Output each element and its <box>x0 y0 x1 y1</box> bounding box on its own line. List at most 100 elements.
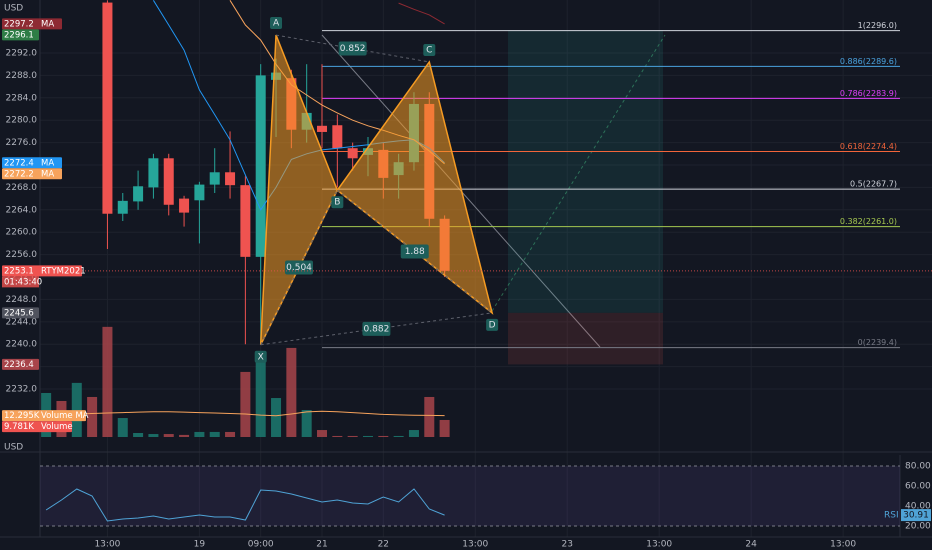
currency: USD <box>4 4 23 14</box>
ratio-label: 0.504 <box>286 263 312 273</box>
fib-label: 0.618(2274.4) <box>840 142 897 151</box>
candle-body <box>163 158 174 205</box>
volume-bar <box>163 434 174 437</box>
price-tag-text: 2297.2 <box>4 19 34 29</box>
rsi-line <box>45 488 445 522</box>
volume-bar <box>240 371 251 437</box>
x-tick-label: 13:00 <box>462 540 488 550</box>
price-tag-text: Volume MA <box>41 411 89 421</box>
candle-body <box>133 186 144 202</box>
volume-bar <box>271 398 282 437</box>
volume-bar <box>362 435 373 437</box>
countdown-tag <box>2 276 39 288</box>
candle-body <box>240 185 251 257</box>
y-tick-label: 2260.0 <box>6 228 38 238</box>
axis-labels: 2232.02236.02240.02244.02248.02252.02256… <box>2 18 89 433</box>
point-box <box>331 196 344 209</box>
candle-body <box>209 172 220 185</box>
candle-body <box>317 125 328 132</box>
volume-bar <box>317 430 328 437</box>
rsi-tick-label: 20.00 <box>905 522 931 532</box>
price-tag <box>2 168 62 180</box>
price-tag <box>2 29 39 41</box>
price-tag-text: MA <box>41 19 54 29</box>
y-tick-label: 2248.0 <box>6 295 38 305</box>
fib-label: 1(2296.0) <box>858 21 897 30</box>
stop-zone <box>508 312 663 365</box>
volume-bar <box>393 435 404 437</box>
y-tick-label: 2232.0 <box>6 385 38 395</box>
candle-body <box>194 184 205 201</box>
point-box <box>423 43 436 56</box>
volume-ma-line <box>46 410 445 417</box>
candle-body <box>255 75 266 257</box>
price-tag-text: MA <box>41 169 54 179</box>
volume-bar <box>209 431 220 437</box>
point-label: D <box>489 320 496 330</box>
x-tick-label: 13:00 <box>94 540 120 550</box>
price-tag <box>2 18 62 30</box>
point-label: C <box>426 45 432 55</box>
price-tag-text: 2296.1 <box>4 30 34 40</box>
y-tick-label: 2276.0 <box>6 138 38 148</box>
y-tick-label: 2268.0 <box>6 183 38 193</box>
y-tick-label: 2280.0 <box>6 116 38 126</box>
ratio-label: 0.852 <box>340 44 366 54</box>
price-tag <box>2 157 62 169</box>
rsi-band <box>40 466 900 526</box>
volume-bar <box>286 347 297 437</box>
ratio-box <box>400 244 429 259</box>
ratio-label: 0.882 <box>364 324 390 334</box>
candle-body <box>225 172 236 186</box>
countdown-text: 01:43:40 <box>4 277 42 287</box>
point-label: A <box>273 19 280 29</box>
rsi-tick-label: 80.00 <box>905 462 931 472</box>
volume-bar <box>424 396 435 437</box>
volume-bar <box>194 431 205 437</box>
y-tick-label: 2292.0 <box>6 48 38 58</box>
rsi-value: 30.91 <box>903 511 929 521</box>
price-pane: 1(2296.0) 0.886(2289.6) 0.786(2283.9) 0.618… <box>40 0 932 437</box>
x-tick-label: 13:00 <box>646 540 672 550</box>
volume-bar <box>87 396 98 437</box>
fib-label: 0.382(2261.0) <box>840 217 897 226</box>
candle-body <box>148 158 159 188</box>
fib-label: 0.786(2283.9) <box>840 89 897 98</box>
price-tag <box>2 265 82 277</box>
volume-bar <box>117 418 128 437</box>
candle-body <box>117 200 128 214</box>
price-tag-text: RTYM2021 <box>41 266 86 276</box>
price-tag-text: 2253.1 <box>4 266 34 276</box>
rsi-value-box <box>901 509 931 522</box>
x-tick-label: 19 <box>194 540 206 550</box>
candle-body <box>179 198 190 213</box>
ma-line <box>398 2 445 25</box>
rsi-name: RSI <box>884 511 899 521</box>
point-label: X <box>258 352 264 362</box>
fib-label: 0.5(2267.7) <box>850 180 897 189</box>
x-tick-label: 24 <box>745 540 757 550</box>
rsi-tick-label: 40.00 <box>905 502 931 512</box>
y-tick-label: 2284.0 <box>6 93 38 103</box>
volume-bar <box>378 435 389 437</box>
y-tick-label: 2240.0 <box>6 340 38 350</box>
x-tick-label: 22 <box>378 540 389 550</box>
price-tag-text: Volume <box>41 422 73 432</box>
volume-bar <box>71 382 82 437</box>
candle-body <box>347 148 358 159</box>
x-tick-label: 23 <box>562 540 573 550</box>
x-tick-label: 21 <box>316 540 327 550</box>
volume-bar <box>179 434 190 437</box>
point-box <box>254 350 267 363</box>
price-tag-text: 12.295K <box>4 411 40 421</box>
point-box <box>270 17 283 30</box>
y-tick-label: 2288.0 <box>6 71 38 81</box>
price-tag <box>2 358 39 370</box>
volume-bar <box>332 435 343 437</box>
x-tick-label: 13:00 <box>830 540 856 550</box>
price-tag-text: 2272.2 <box>4 169 34 179</box>
fib-label: 0.886(2289.6) <box>840 57 897 66</box>
volume-bar <box>133 432 144 437</box>
